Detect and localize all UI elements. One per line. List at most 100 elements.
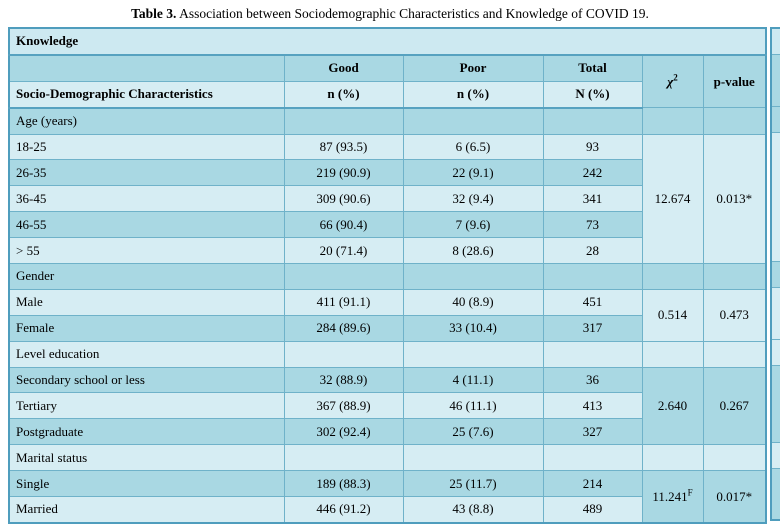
row-secondary-school: Secondary school or less 32 (88.9) 4 (11… (8, 366, 767, 446)
cell-poor: 4 (11.1) (402, 366, 544, 394)
empty-cell (702, 444, 767, 472)
row-over-55: > 55 20 (71.4) 8 (28.6) 28 (8, 237, 766, 265)
chi2-cell-gender: 0.514 (641, 288, 704, 342)
pvalue-cell-marital: 0.017* (702, 470, 767, 524)
cell-good: 446 (91.2) (283, 496, 404, 524)
row-label-cell: Female (8, 314, 285, 342)
col-subheader-good-n: n (%) (283, 80, 404, 109)
data-table: Knowledge Good Poor Total χ2 p-value Soc… (8, 27, 767, 524)
cell-total: 214 (542, 470, 643, 498)
table-caption: Table 3. Association between Sociodemogr… (0, 5, 780, 22)
cell-good: 87 (93.5) (283, 133, 404, 161)
row-single: Single 189 (88.3) 25 (11.7) 214 11.241F … (8, 470, 767, 524)
cell-poor: 6 (6.5) (402, 133, 544, 161)
empty-cell (283, 263, 404, 290)
cell-total: 451 (542, 288, 643, 316)
section-label-cell: Age (years) (8, 107, 285, 135)
cell-poor: 7 (9.6) (402, 211, 544, 239)
col-header-good: Good (283, 54, 404, 82)
cell-poor: 22 (9.1) (402, 159, 544, 187)
empty-cell (283, 107, 404, 135)
chi2-superscript: F (687, 487, 693, 498)
empty-cell (702, 263, 767, 290)
cell-total: 73 (542, 211, 643, 239)
cell-poor: 32 (9.4) (402, 185, 544, 213)
cell-poor: 46 (11.1) (402, 392, 544, 420)
cell-good: 32 (88.9) (283, 366, 404, 394)
row-tertiary: Tertiary 367 (88.9) 46 (11.1) 413 (8, 392, 766, 420)
empty-cell (702, 107, 767, 135)
empty-cell (641, 340, 704, 368)
cell-poor: 8 (28.6) (402, 237, 544, 265)
partial-cell (770, 27, 780, 55)
partial-cell (770, 364, 780, 444)
section-row-gender: Gender (8, 263, 767, 290)
knowledge-row: Knowledge (8, 27, 767, 56)
row-46-55: 46-55 66 (90.4) 7 (9.6) 73 (8, 211, 766, 239)
empty-cell (542, 263, 643, 290)
knowledge-header-cell: Knowledge (8, 27, 767, 56)
chi-exponent: 2 (673, 72, 678, 83)
section-label-cell: Level education (8, 340, 285, 368)
cell-good: 411 (91.1) (283, 288, 404, 316)
empty-cell (402, 340, 544, 368)
cell-poor: 25 (7.6) (402, 418, 544, 446)
empty-cell (641, 107, 704, 135)
chi2-cell-education: 2.640 (641, 366, 704, 446)
empty-cell (402, 263, 544, 290)
cell-good: 302 (92.4) (283, 418, 404, 446)
pvalue-cell-gender: 0.473 (702, 288, 767, 342)
col-header-total: Total (542, 54, 643, 82)
chi2-cell-age: 12.674 (641, 133, 704, 265)
cell-poor: 33 (10.4) (402, 314, 544, 342)
row-label-cell: Postgraduate (8, 418, 285, 446)
table-caption-text: Association between Sociodemographic Cha… (176, 6, 649, 21)
section-row-education: Level education (8, 340, 767, 368)
cell-good: 309 (90.6) (283, 185, 404, 213)
cell-good: 189 (88.3) (283, 470, 404, 498)
cell-total: 93 (542, 133, 643, 161)
section-row-marital: Marital status (8, 444, 767, 472)
empty-cell (402, 444, 544, 472)
table-caption-label: Table 3. (131, 6, 177, 21)
row-label-cell: Secondary school or less (8, 366, 285, 394)
cell-poor: 40 (8.9) (402, 288, 544, 316)
row-male: Male 411 (91.1) 40 (8.9) 451 0.514 0.473 (8, 288, 767, 342)
partial-cell (770, 286, 780, 340)
cell-good: 367 (88.9) (283, 392, 404, 420)
cell-total: 317 (542, 314, 643, 342)
section-label-cell: Marital status (8, 444, 285, 472)
row-female: Female 284 (89.6) 33 (10.4) 317 (8, 314, 766, 342)
empty-cell (283, 340, 404, 368)
partial-cell (770, 468, 780, 521)
cell-total: 413 (542, 392, 643, 420)
col-header-poor: Poor (402, 54, 544, 82)
section-row-age: Age (years) (8, 107, 767, 135)
cell-total: 242 (542, 159, 643, 187)
cell-good: 219 (90.9) (283, 159, 404, 187)
chi-symbol: χ (667, 73, 674, 89)
partial-cell (770, 53, 780, 107)
chi2-cell-marital: 11.241F (641, 470, 704, 524)
row-label-cell: 36-45 (8, 185, 285, 213)
col-subheader-total-n: N (%) (542, 80, 643, 109)
cell-total: 28 (542, 237, 643, 265)
column-header-row: Good Poor Total χ2 p-value (8, 54, 767, 109)
row-18-25: 18-25 87 (93.5) 6 (6.5) 93 12.674 0.013* (8, 133, 767, 265)
col-header-chi-square: χ2 (641, 54, 704, 109)
cell-poor: 25 (11.7) (402, 470, 544, 498)
partial-cell (770, 338, 780, 366)
right-edge-partial-column (770, 27, 780, 522)
row-label-cell: > 55 (8, 237, 285, 265)
cell-good: 66 (90.4) (283, 211, 404, 239)
col-header-characteristics: Socio-Demographic Characteristics (8, 80, 285, 109)
cell-total: 341 (542, 185, 643, 213)
cell-poor: 43 (8.8) (402, 496, 544, 524)
partial-cell (770, 105, 780, 133)
section-label-cell: Gender (8, 263, 285, 290)
row-label-cell: Tertiary (8, 392, 285, 420)
col-subheader-poor-n: n (%) (402, 80, 544, 109)
cell-total: 327 (542, 418, 643, 446)
empty-cell (283, 444, 404, 472)
subheader-row: Socio-Demographic Characteristics n (%) … (8, 80, 766, 109)
